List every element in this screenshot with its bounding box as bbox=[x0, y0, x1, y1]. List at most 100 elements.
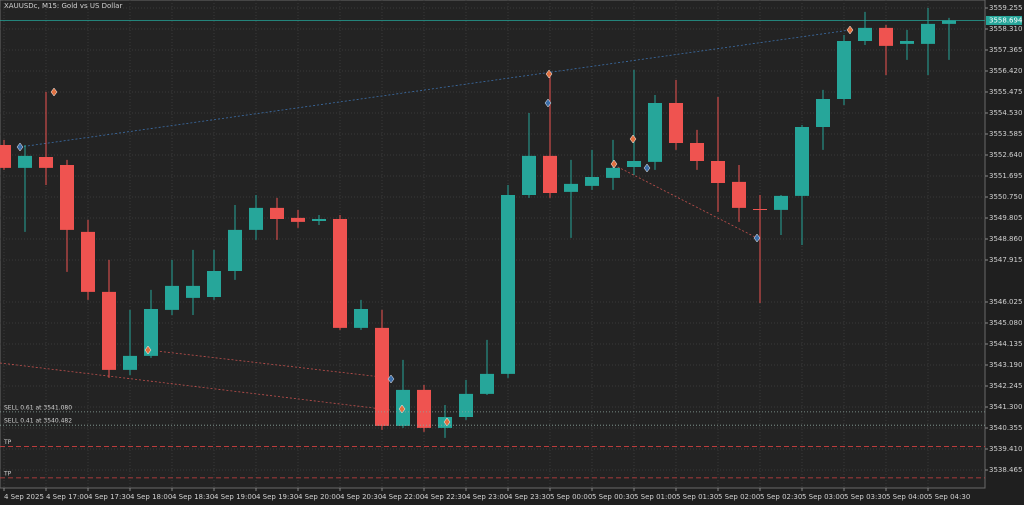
marker bbox=[16, 142, 24, 152]
marker bbox=[629, 134, 637, 144]
candle-body bbox=[774, 195, 788, 210]
y-tick-label: 3552.640 bbox=[989, 151, 1022, 159]
x-tick-label: 4 Sep 19:30 bbox=[256, 493, 298, 501]
marker bbox=[443, 417, 451, 427]
marker bbox=[398, 404, 406, 414]
candle-body bbox=[648, 103, 662, 162]
y-tick-label: 3541.300 bbox=[989, 403, 1022, 411]
candles bbox=[0, 7, 956, 438]
candle-body bbox=[879, 27, 893, 46]
x-tick-label: 4 Sep 17:30 bbox=[88, 493, 130, 501]
trade-lines bbox=[0, 29, 851, 411]
candle-body bbox=[921, 23, 935, 44]
y-tick-label: 3557.365 bbox=[989, 46, 1022, 54]
tp-label: TP bbox=[3, 470, 12, 477]
x-tick-label: 4 Sep 20:00 bbox=[298, 493, 340, 501]
trade-link bbox=[613, 164, 758, 239]
candle-body bbox=[165, 285, 179, 310]
candle-body bbox=[39, 157, 53, 168]
candle-body bbox=[207, 271, 221, 297]
candle-body bbox=[459, 393, 473, 417]
y-tick-label: 3550.750 bbox=[989, 193, 1022, 201]
marker bbox=[643, 163, 651, 173]
marker bbox=[846, 25, 854, 35]
candle-body bbox=[627, 161, 641, 167]
candle-body bbox=[606, 167, 620, 178]
marker bbox=[610, 159, 618, 169]
overlay: 3559.255 3558.310 3557.365 3556.420 3555.475… bbox=[0, 4, 1023, 501]
candle-body bbox=[711, 161, 725, 183]
candle-body bbox=[501, 195, 515, 374]
current-price-box bbox=[986, 15, 1022, 25]
x-tick-label: 4 Sep 2025 bbox=[4, 493, 44, 501]
candle-body bbox=[564, 183, 578, 192]
y-tick-label: 3556.420 bbox=[989, 67, 1022, 75]
marker bbox=[753, 233, 761, 243]
y-tick-label: 3539.410 bbox=[989, 445, 1022, 453]
candle-body bbox=[81, 231, 95, 292]
candle-body bbox=[270, 207, 284, 219]
trade-link bbox=[147, 349, 391, 379]
x-tick-label: 4 Sep 20:30 bbox=[340, 493, 382, 501]
candle-body bbox=[186, 285, 200, 298]
x-tick-label: 4 Sep 23:00 bbox=[466, 493, 508, 501]
y-tick-label: 3554.530 bbox=[989, 109, 1022, 117]
candle-body bbox=[333, 219, 347, 328]
x-tick-label: 5 Sep 02:00 bbox=[718, 493, 760, 501]
order-label: SELL 0.61 at 3541.080 bbox=[4, 404, 72, 411]
candle-body bbox=[249, 207, 263, 230]
x-tick-label: 4 Sep 23:30 bbox=[508, 493, 550, 501]
marker bbox=[387, 374, 395, 384]
y-tick-label: 3548.860 bbox=[989, 235, 1022, 243]
candle-body bbox=[690, 143, 704, 161]
candle-body bbox=[312, 219, 326, 221]
candle-body bbox=[102, 291, 116, 370]
tp-label: TP bbox=[3, 439, 12, 446]
candle-body bbox=[228, 229, 242, 271]
x-tick-label: 5 Sep 01:30 bbox=[676, 493, 718, 501]
candle-body bbox=[354, 309, 368, 328]
candle-body bbox=[858, 27, 872, 41]
order-label: SELL 0.41 at 3540.482 bbox=[4, 418, 72, 425]
y-tick-label: 3542.245 bbox=[989, 382, 1022, 390]
y-tick-label: 3551.695 bbox=[989, 172, 1022, 180]
marker bbox=[50, 87, 58, 97]
x-tick-label: 4 Sep 19:00 bbox=[214, 493, 256, 501]
candle-body bbox=[837, 41, 851, 99]
y-tick-label: 3553.585 bbox=[989, 130, 1022, 138]
candle-body bbox=[144, 309, 158, 356]
candle-body bbox=[417, 389, 431, 428]
y-tick-label: 3538.465 bbox=[989, 466, 1022, 474]
x-tick-label: 4 Sep 18:30 bbox=[172, 493, 214, 501]
x-tick-label: 4 Sep 17:00 bbox=[46, 493, 88, 501]
x-tick-label: 5 Sep 04:00 bbox=[886, 493, 928, 501]
candle-body bbox=[753, 209, 767, 210]
y-tick-label: 3543.190 bbox=[989, 361, 1022, 369]
candle-body bbox=[669, 103, 683, 143]
y-tick-label: 3544.135 bbox=[989, 340, 1022, 348]
trade-link bbox=[0, 362, 391, 411]
x-tick-label: 5 Sep 03:30 bbox=[844, 493, 886, 501]
y-tick-label: 3546.025 bbox=[989, 298, 1022, 306]
x-tick-label: 4 Sep 18:00 bbox=[130, 493, 172, 501]
candle-body bbox=[60, 165, 74, 230]
x-tick-label: 5 Sep 03:00 bbox=[802, 493, 844, 501]
x-tick-label: 5 Sep 02:30 bbox=[760, 493, 802, 501]
x-tick-label: 4 Sep 22:00 bbox=[382, 493, 424, 501]
trade-markers bbox=[16, 25, 854, 427]
candle-body bbox=[18, 155, 32, 168]
marker bbox=[144, 345, 152, 355]
marker bbox=[545, 69, 553, 79]
y-tick-label: 3549.805 bbox=[989, 214, 1022, 222]
candle-body bbox=[291, 217, 305, 222]
candle-body bbox=[522, 155, 536, 195]
y-tick-label: 3559.255 bbox=[989, 4, 1022, 12]
candle-body bbox=[942, 20, 956, 24]
y-tick-label: 3555.475 bbox=[989, 88, 1022, 96]
y-tick-label: 3558.310 bbox=[989, 25, 1022, 33]
x-tick-label: 5 Sep 01:00 bbox=[634, 493, 676, 501]
x-tick-label: 4 Sep 22:30 bbox=[424, 493, 466, 501]
x-tick-label: 5 Sep 00:00 bbox=[550, 493, 592, 501]
